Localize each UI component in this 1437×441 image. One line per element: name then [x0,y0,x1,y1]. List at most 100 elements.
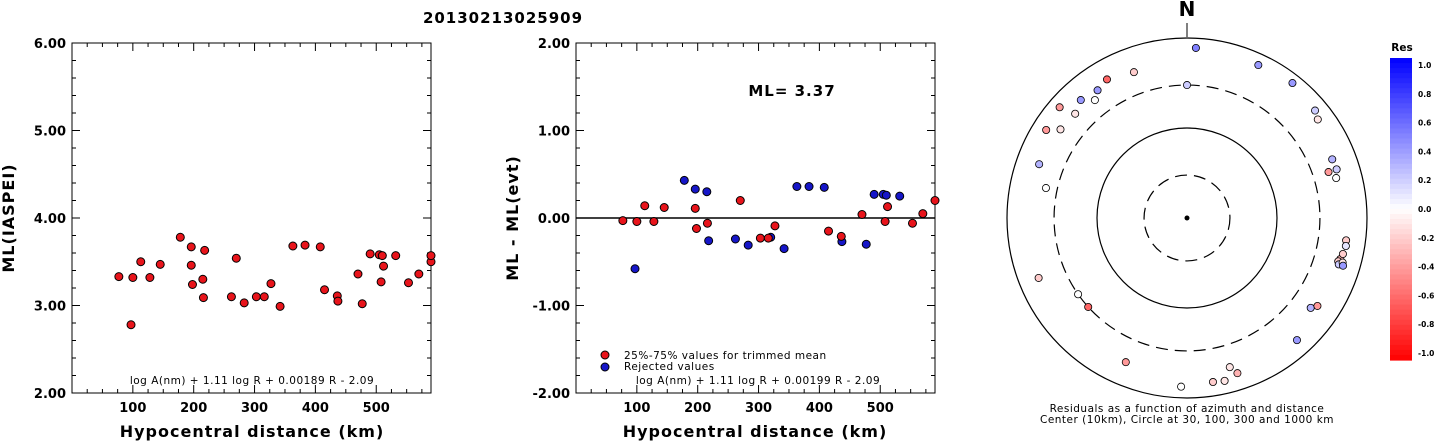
colorbar-swatch [1390,198,1412,205]
colorbar-title: Res [1391,42,1412,54]
station-residual-point [1233,369,1242,378]
colorbar-label: -0.6 [1418,291,1434,300]
station-residual-point [1177,382,1186,391]
colorbar-swatch [1390,354,1412,361]
accepted-point [618,216,628,226]
colorbar-swatch [1390,78,1412,84]
data-point [275,301,285,311]
panel-ml-vs-distance: 100 200 300 400 500 2.00 3.00 4.00 5.00 6.00 ML(I… [0,37,436,441]
accepted-point [755,233,765,243]
accepted-point [691,224,701,233]
residual-colorbar: Res 1.0 0.8 0.6 0.4 0.2 0.0 -0.2 -0.4 -0.6 -0.8 -1… [1390,42,1434,361]
station-residual-point [1055,103,1064,112]
colorbar-label: 0.8 [1418,90,1431,99]
data-point [391,251,401,261]
rejected-point [869,189,879,199]
station-residual-point [1129,68,1138,77]
colorbar-swatch [1390,349,1412,356]
data-point [155,259,165,269]
ring-300km [1053,84,1321,352]
accepted-point [632,217,642,226]
colorbar-swatch [1390,123,1412,130]
colorbar-swatch [1390,324,1412,331]
colorbar-label: 0.2 [1418,176,1431,185]
polar-center [1184,215,1190,221]
colorbar-swatch [1390,254,1412,260]
data-point [379,261,389,271]
station-residual-point [1288,79,1297,88]
colorbar-swatch [1390,344,1412,351]
ring-30km [1143,174,1231,262]
rejected-point [819,182,829,192]
y-tick-label: 5.00 [34,125,66,140]
legend: 25%-75% values for trimmed mean Rejected… [600,350,826,373]
station-residual-point [1093,86,1102,95]
colorbar-swatch [1390,209,1412,215]
polar-caption-2: Center (10km), Circle at 30, 100, 300 an… [1040,414,1334,426]
station-residual-point [1183,81,1192,90]
data-point [186,242,196,252]
accepted-point [930,196,940,205]
station-residual-point [1121,358,1130,367]
rejected-point [704,236,714,246]
x-tick-label: 500 [867,401,894,416]
accepted-point [824,226,834,236]
colorbar-swatch [1390,219,1412,225]
accepted-point [880,217,890,226]
data-point [126,320,136,330]
colorbar-label: 1.0 [1418,61,1431,70]
accepted-point [649,217,659,226]
rejected-point [702,187,712,197]
data-point [357,299,367,309]
data-point [200,245,210,255]
accepted-point [836,231,846,241]
colorbar-swatch [1390,58,1412,64]
data-point [266,279,276,289]
colorbar-swatch [1390,224,1412,230]
station-residual-point [1102,75,1111,84]
colorbar-swatch [1390,163,1412,170]
y-tick-label: 0.00 [538,212,570,227]
y-tick-label: -2.00 [533,387,570,402]
polar-residual-plot: N Residuals as a function of azimuth and… [1006,0,1368,426]
data-point [426,251,436,261]
colorbar-swatch [1390,153,1412,160]
colorbar-swatch [1390,249,1412,255]
colorbar-swatch [1390,73,1412,79]
y-tick-label: 3.00 [34,300,66,315]
station-residual-point [1090,96,1099,105]
station-residual-point [1208,378,1217,387]
data-point [239,298,249,308]
colorbar-swatch [1390,239,1412,245]
rejected-point [861,239,871,249]
colorbar-swatch [1390,148,1412,155]
station-residual-point [1339,261,1348,270]
north-label: N [1179,0,1196,21]
distance-rings [1006,37,1368,399]
data-point [187,280,197,289]
colorbar-swatch [1390,274,1412,281]
station-residual-point [1313,115,1322,124]
station-residual-point [1313,301,1322,310]
colorbar-swatch [1390,103,1412,109]
data-point [403,278,413,288]
colorbar-swatch [1390,304,1412,311]
polar-points [1034,43,1351,391]
data-point [136,257,146,267]
ylabel-1: ML(IASPEI) [0,163,18,272]
station-residual-point [1084,302,1093,311]
data-point [333,296,343,306]
accepted-point [907,218,917,228]
data-point [353,269,363,279]
data-point [128,273,138,282]
rejected-point [779,244,789,254]
colorbar-swatch [1390,178,1412,185]
rejected-point [630,264,640,274]
formula-2: log A(nm) + 1.11 log R + 0.00199 R - 2.0… [636,375,880,387]
xlabel-1: Hypocentral distance (km) [120,422,385,441]
data-point [288,241,298,251]
ring-100km [1096,127,1278,309]
colorbar-swatch [1390,319,1412,326]
accepted-point [918,209,928,219]
colorbar-swatch [1390,88,1412,94]
